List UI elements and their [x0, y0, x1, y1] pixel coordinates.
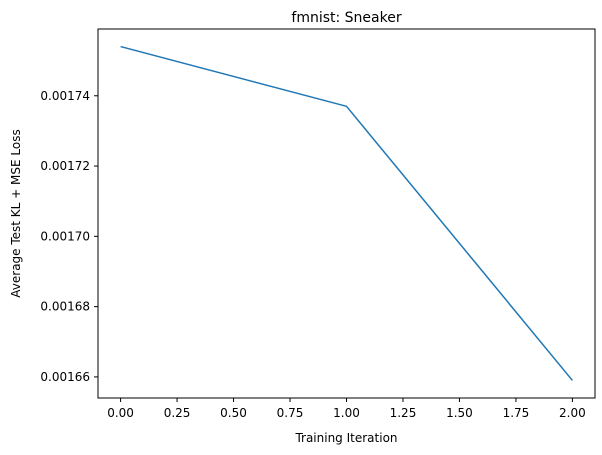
x-tick-label: 0.75: [277, 406, 304, 420]
x-tick-label: 1.00: [333, 406, 360, 420]
y-tick-label: 0.00170: [40, 229, 90, 243]
x-tick-label: 1.50: [446, 406, 473, 420]
y-tick-label: 0.00166: [40, 370, 90, 384]
y-axis: 0.00166 0.00168 0.00170 0.00172 0.00174: [40, 89, 98, 384]
x-axis-label: Training Iteration: [294, 431, 397, 445]
chart-title: fmnist: Sneaker: [291, 10, 401, 26]
y-tick-label: 0.00172: [40, 159, 90, 173]
y-axis-label: Average Test KL + MSE Loss: [9, 129, 23, 297]
plot-frame: [97, 28, 596, 399]
x-axis: 0.00 0.25 0.50 0.75 1.00 1.25 1.50 1.75 2.00: [107, 398, 586, 420]
series-layer: [120, 45, 573, 381]
x-tick-label: 0.25: [164, 406, 191, 420]
y-tick-label: 0.00174: [40, 89, 90, 103]
x-tick-label: 0.00: [107, 406, 134, 420]
x-tick-label: 0.50: [220, 406, 247, 420]
plot-area: [97, 28, 596, 399]
x-tick-label: 2.00: [559, 406, 586, 420]
series-line: [120, 45, 573, 381]
x-tick-label: 1.75: [503, 406, 530, 420]
y-tick-label: 0.00168: [40, 300, 90, 314]
x-tick-label: 1.25: [390, 406, 417, 420]
